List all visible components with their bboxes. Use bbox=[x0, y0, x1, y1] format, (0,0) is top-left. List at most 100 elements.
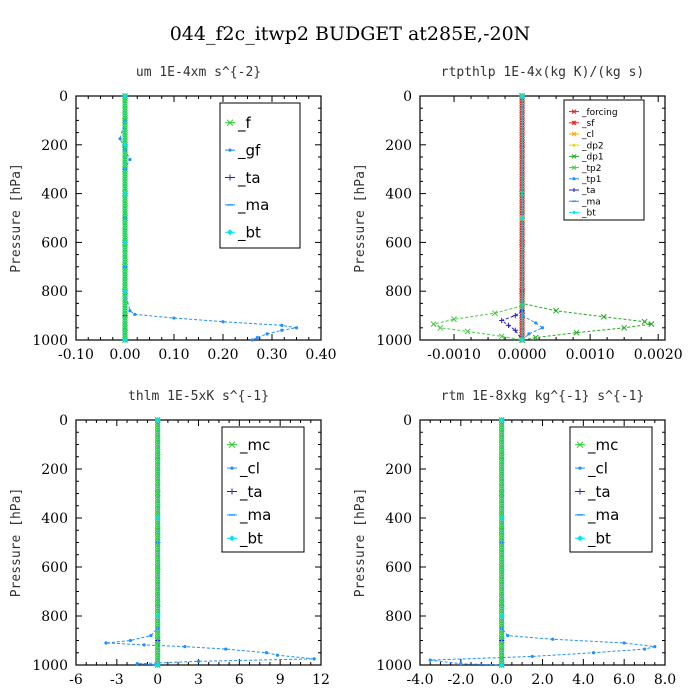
data-point bbox=[621, 324, 628, 331]
data-point bbox=[505, 322, 512, 328]
legend-box bbox=[219, 102, 301, 249]
legend-label: _ma bbox=[581, 197, 601, 207]
legend-label: _dp1 bbox=[581, 153, 604, 163]
data-point bbox=[142, 643, 146, 647]
x-tick-label: 0.40 bbox=[305, 347, 336, 363]
legend-marker bbox=[572, 188, 576, 192]
y-axis-label: Pressure [hPa] bbox=[9, 488, 24, 598]
data-point bbox=[527, 332, 531, 336]
data-point bbox=[128, 309, 132, 313]
legend-label: _sf bbox=[581, 119, 595, 129]
data-point bbox=[499, 515, 505, 521]
chart-panel: rtm 1E-8xkg kg^{-1} s^{-1} Pressure [hPa]… bbox=[353, 389, 676, 688]
data-point bbox=[155, 417, 161, 423]
legend: _f _gf _ta _ma _bt bbox=[219, 102, 301, 249]
legend-label: _ma bbox=[237, 196, 269, 215]
data-point bbox=[532, 334, 539, 341]
x-tick-label: 0.0020 bbox=[634, 347, 683, 363]
legend-box bbox=[221, 426, 305, 553]
data-point bbox=[499, 613, 505, 619]
data-point bbox=[648, 321, 655, 328]
chart-panel: um 1E-4xm s^{-2} Pressure [hPa] 0 200 400 600… bbox=[9, 65, 337, 363]
x-tick-label: -0.10 bbox=[58, 347, 94, 363]
data-point bbox=[122, 191, 128, 197]
y-tick-label: 1000 bbox=[32, 658, 68, 674]
panel-title: um 1E-4xm s^{-2} bbox=[136, 65, 261, 80]
legend-marker bbox=[227, 229, 233, 236]
panel-title: rtm 1E-8xkg kg^{-1} s^{-1} bbox=[441, 389, 645, 404]
x-tick-label: 6 bbox=[235, 672, 244, 688]
series-line bbox=[500, 96, 523, 341]
data-point bbox=[551, 637, 555, 641]
legend-box bbox=[569, 426, 653, 553]
legend-label: _ma bbox=[239, 506, 271, 525]
y-tick-label: 600 bbox=[385, 560, 412, 576]
data-point bbox=[519, 215, 525, 221]
data-point bbox=[264, 651, 269, 655]
legend-box bbox=[563, 99, 645, 221]
data-point bbox=[280, 323, 284, 327]
data-point bbox=[430, 321, 437, 328]
legend-marker bbox=[229, 535, 235, 542]
y-tick-label: 800 bbox=[385, 284, 412, 300]
series-line bbox=[119, 96, 297, 341]
data-point bbox=[149, 634, 153, 638]
y-tick-label: 600 bbox=[41, 235, 68, 251]
x-tick-label: 4.0 bbox=[572, 672, 594, 688]
legend-marker bbox=[228, 148, 232, 152]
series-bt bbox=[519, 93, 525, 343]
x-tick-label: 0 bbox=[153, 672, 162, 688]
data-point bbox=[133, 312, 137, 316]
data-point bbox=[275, 653, 280, 657]
x-tick-label: 0.20 bbox=[207, 347, 238, 363]
y-tick-label: 200 bbox=[385, 462, 412, 478]
x-tick-label: 0.0 bbox=[491, 672, 513, 688]
legend-label: _ma bbox=[587, 506, 619, 525]
legend-label: _tp2 bbox=[581, 164, 601, 174]
y-tick-label: 200 bbox=[41, 462, 68, 478]
legend-marker bbox=[571, 131, 577, 137]
legend-marker bbox=[578, 466, 582, 470]
data-point bbox=[122, 142, 128, 148]
legend-marker bbox=[572, 177, 576, 181]
y-tick-label: 1000 bbox=[376, 333, 412, 349]
y-tick-label: 600 bbox=[385, 235, 412, 251]
legend-marker bbox=[226, 119, 234, 127]
series-tp2 bbox=[430, 93, 526, 343]
data-point bbox=[540, 326, 545, 330]
data-point bbox=[534, 321, 538, 325]
data-point bbox=[122, 288, 128, 294]
data-point bbox=[122, 239, 128, 245]
x-tick-label: -6 bbox=[69, 672, 83, 688]
y-tick-label: 400 bbox=[41, 187, 68, 203]
series-cl bbox=[104, 418, 316, 667]
data-point bbox=[255, 335, 259, 340]
legend-label: _cl bbox=[239, 459, 260, 478]
series-line bbox=[432, 96, 523, 341]
legend: _mc _cl _ta _ma _bt bbox=[221, 426, 305, 553]
legend-marker bbox=[228, 441, 236, 449]
data-point bbox=[459, 662, 463, 666]
figure-title: 044_f2c_itwp2 BUDGET at285E,-20N bbox=[170, 23, 531, 45]
legend-label: _ta bbox=[239, 483, 263, 502]
series-bt bbox=[155, 417, 161, 668]
legend-marker bbox=[572, 143, 576, 148]
panels-group: um 1E-4xm s^{-2}Pressure [hPa]0200400600… bbox=[9, 65, 683, 688]
data-point bbox=[506, 634, 510, 638]
data-point bbox=[519, 337, 525, 343]
data-point bbox=[104, 641, 108, 645]
y-tick-label: 200 bbox=[41, 138, 68, 154]
x-tick-label: 0.0000 bbox=[498, 347, 547, 363]
x-tick-label: 0.00 bbox=[109, 347, 140, 363]
legend-label: _ta bbox=[237, 169, 261, 188]
legend-label: _cl bbox=[587, 459, 608, 478]
legend-marker bbox=[576, 441, 584, 449]
data-point bbox=[172, 316, 176, 320]
legend-marker bbox=[571, 109, 577, 114]
data-point bbox=[499, 317, 505, 324]
y-tick-label: 0 bbox=[403, 413, 412, 429]
data-point bbox=[135, 662, 139, 666]
data-point bbox=[573, 329, 580, 336]
x-tick-label: 9 bbox=[276, 672, 285, 688]
data-point bbox=[491, 310, 498, 317]
